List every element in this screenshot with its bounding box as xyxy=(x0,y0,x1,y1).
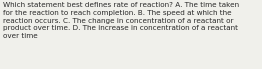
Text: Which statement best defines rate of reaction? A. The time taken
for the reactio: Which statement best defines rate of rea… xyxy=(3,2,239,39)
